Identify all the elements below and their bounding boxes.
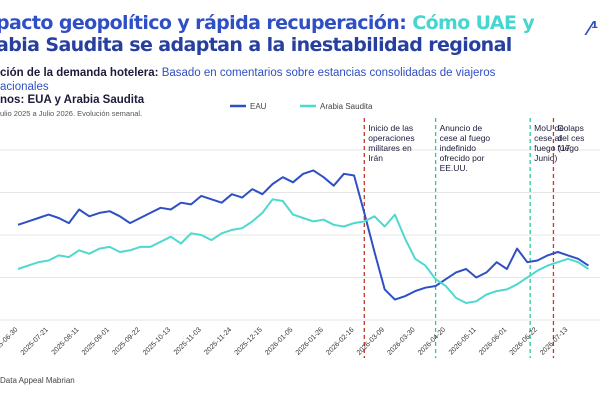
legend-label: EAU bbox=[250, 102, 267, 111]
series-line-eau bbox=[17, 169, 589, 301]
legend-label: Arabia Saudita bbox=[320, 102, 373, 111]
x-tick-label: 2026-06-01 bbox=[478, 326, 508, 356]
x-tick-label: 2025-08-11 bbox=[51, 326, 81, 356]
chart-legend: EAU Arabia Saudita bbox=[230, 102, 373, 111]
x-tick-label: 2025-09-01 bbox=[81, 326, 111, 356]
event-label: MoU de cese al fuego (17 Junio) bbox=[534, 123, 570, 163]
title-highlight: Cómo UAE y bbox=[412, 12, 535, 34]
x-tick-label: 2026-04-20 bbox=[417, 326, 447, 356]
x-tick-label: 2026-03-30 bbox=[386, 326, 416, 356]
event-label: Inicio de las operaciones militares en Irán bbox=[368, 123, 414, 163]
x-tick-label: 2026-06-22 bbox=[509, 326, 539, 356]
title-line-1: pacto geopolítico y rápida recuperación: bbox=[0, 12, 413, 34]
event-label: Colaps del ces fuego bbox=[557, 123, 584, 153]
source-note: Data Appeal Mabrian bbox=[0, 376, 75, 385]
x-tick-label: 2025-10-13 bbox=[142, 326, 172, 356]
x-tick-label: 2025-12-15 bbox=[234, 326, 264, 356]
x-tick-label: 2026-07-13 bbox=[539, 326, 569, 356]
x-tick-label: 2025-09-22 bbox=[111, 326, 141, 356]
chart-grid bbox=[0, 149, 600, 321]
x-tick-label: 2026-05-11 bbox=[448, 326, 478, 356]
subtitle-description-1: Basado en comentarios sobre estancias co… bbox=[161, 67, 496, 79]
x-tick-label: 2026-03-09 bbox=[356, 326, 386, 356]
x-tick-label: 2025-11-03 bbox=[173, 326, 203, 356]
x-tick-label: 2025-06-30 bbox=[0, 326, 19, 356]
period-label: ulio 2025 a Julio 2026. Evolución semana… bbox=[0, 109, 143, 118]
series-line-arabia-saudita bbox=[17, 198, 589, 304]
x-axis-ticks: 2025-06-30 2025-07-21 2025-08-11 2025-09-01… bbox=[0, 326, 569, 356]
x-tick-label: 2025-11-24 bbox=[203, 326, 233, 356]
x-tick-label: 2026-01-26 bbox=[295, 326, 325, 356]
report-title: pacto geopolítico y rápida recuperación:… bbox=[0, 12, 535, 56]
brand-logo: ∕¹ bbox=[588, 18, 598, 40]
series-lines bbox=[17, 169, 589, 304]
event-markers: Inicio de las operaciones militares en Irán… bbox=[363, 118, 584, 358]
markets-label: nos: EUA y Arabia Saudita bbox=[0, 94, 145, 106]
event-label: Anuncio de cese al fuego indefinido ofrecid… bbox=[440, 123, 491, 173]
subtitle-lead: ción de la demanda hotelera: bbox=[0, 67, 162, 79]
x-tick-label: 2026-02-16 bbox=[325, 326, 355, 356]
x-tick-label: 2026-01-05 bbox=[264, 326, 294, 356]
subtitle-description-2: acionales bbox=[0, 81, 49, 93]
chart-subtitle: ción de la demanda hotelera: Basado en c… bbox=[0, 66, 495, 94]
x-tick-label: 2025-07-21 bbox=[20, 326, 50, 356]
title-line-2: abia Saudita se adaptan a la inestabilid… bbox=[0, 34, 512, 56]
